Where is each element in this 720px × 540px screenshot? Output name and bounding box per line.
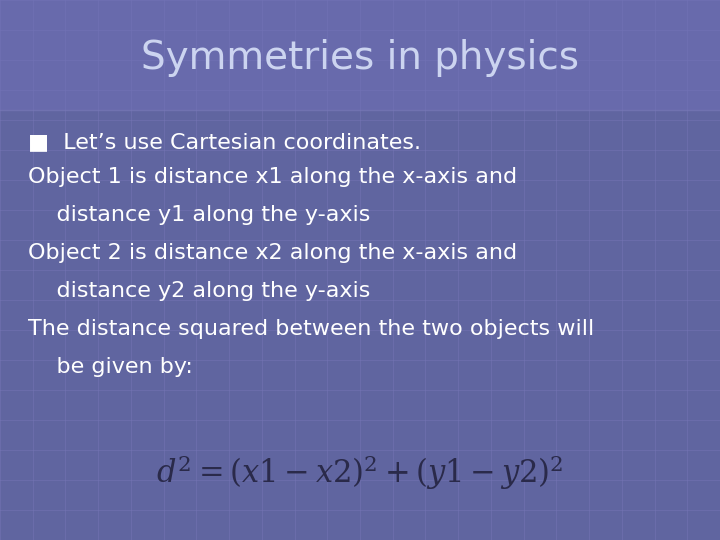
Text: distance y2 along the y-axis: distance y2 along the y-axis bbox=[28, 281, 370, 301]
Text: Object 2 is distance x2 along the x-axis and: Object 2 is distance x2 along the x-axis… bbox=[28, 243, 517, 263]
Text: Object 1 is distance x1 along the x-axis and: Object 1 is distance x1 along the x-axis… bbox=[28, 167, 517, 187]
Text: $d^{2} = (x1 - x2)^{2} + (y1 - y2)^{2}$: $d^{2} = (x1 - x2)^{2} + (y1 - y2)^{2}$ bbox=[156, 453, 564, 491]
Text: distance y1 along the y-axis: distance y1 along the y-axis bbox=[28, 205, 370, 225]
Text: The distance squared between the two objects will: The distance squared between the two obj… bbox=[28, 319, 594, 339]
Text: be given by:: be given by: bbox=[28, 357, 193, 377]
Text: ■  Let’s use Cartesian coordinates.: ■ Let’s use Cartesian coordinates. bbox=[28, 132, 421, 152]
Bar bbox=[0, 0, 720, 110]
Text: Symmetries in physics: Symmetries in physics bbox=[141, 39, 579, 77]
